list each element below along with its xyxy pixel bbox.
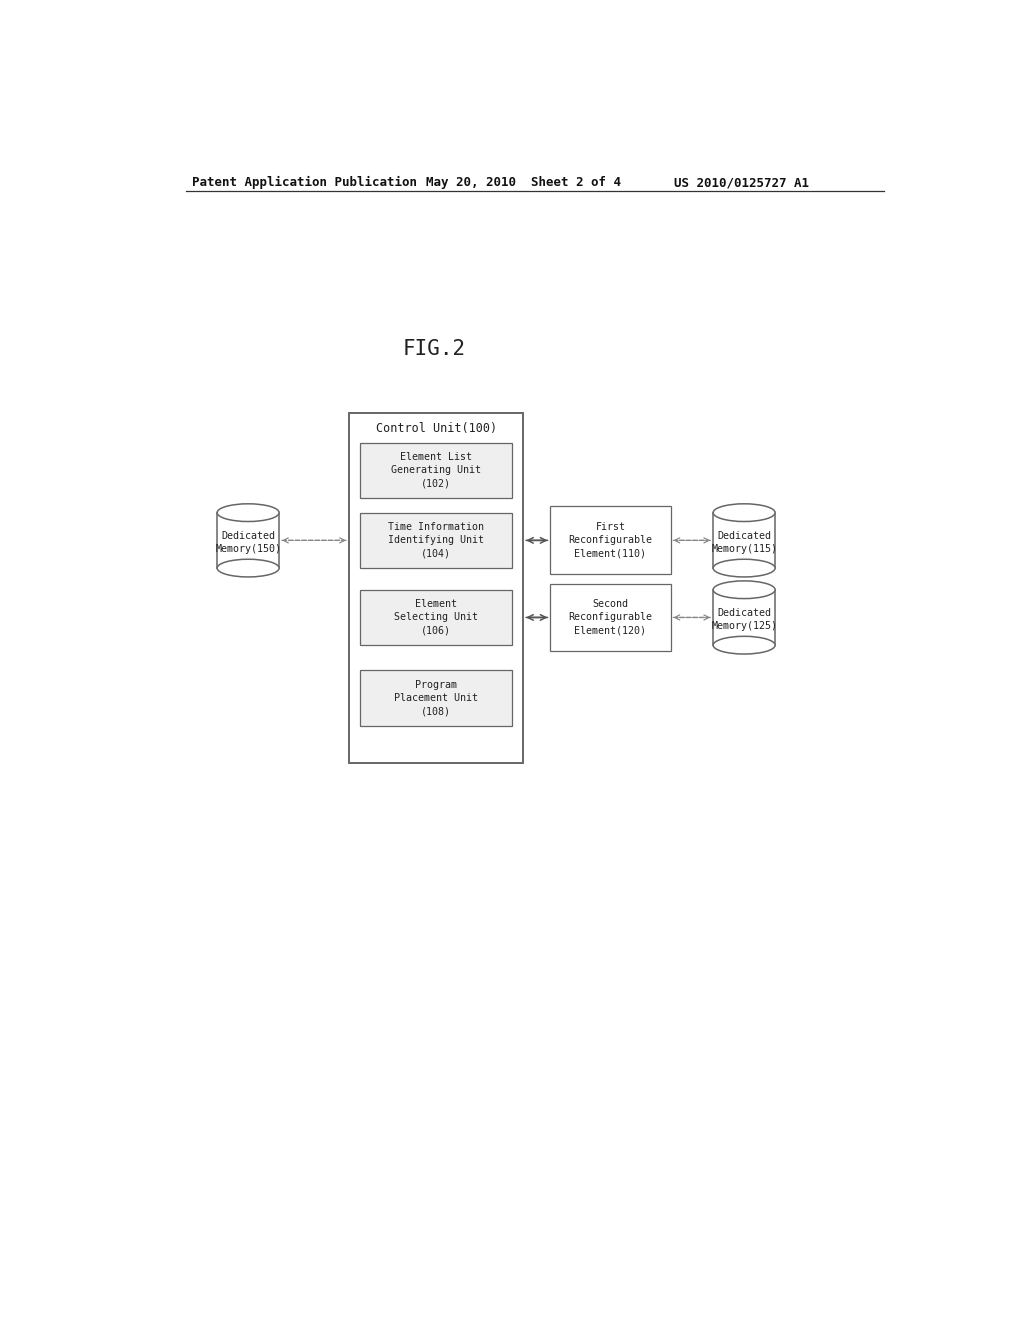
Text: FIG.2: FIG.2 [402, 339, 466, 359]
FancyBboxPatch shape [349, 413, 523, 763]
Bar [713, 590, 775, 645]
Ellipse shape [713, 581, 775, 598]
Bar [713, 512, 775, 568]
FancyBboxPatch shape [550, 507, 671, 574]
Text: US 2010/0125727 A1: US 2010/0125727 A1 [675, 176, 809, 189]
Text: Program
Placement Unit
(108): Program Placement Unit (108) [394, 680, 478, 717]
Text: Dedicated
Memory(125): Dedicated Memory(125) [711, 609, 777, 631]
Text: Element
Selecting Unit
(106): Element Selecting Unit (106) [394, 599, 478, 636]
Bar [217, 512, 280, 568]
FancyBboxPatch shape [359, 590, 512, 645]
FancyBboxPatch shape [359, 671, 512, 726]
Ellipse shape [217, 504, 280, 521]
Text: Control Unit(100): Control Unit(100) [376, 422, 497, 434]
FancyBboxPatch shape [359, 442, 512, 498]
Ellipse shape [217, 560, 280, 577]
Ellipse shape [713, 560, 775, 577]
Text: First
Reconfigurable
Element(110): First Reconfigurable Element(110) [568, 523, 652, 558]
Text: Element List
Generating Unit
(102): Element List Generating Unit (102) [391, 453, 481, 488]
Text: Time Information
Identifying Unit
(104): Time Information Identifying Unit (104) [388, 523, 484, 558]
Ellipse shape [713, 636, 775, 653]
Text: Dedicated
Memory(150): Dedicated Memory(150) [215, 531, 282, 554]
Text: Patent Application Publication: Patent Application Publication [191, 176, 417, 189]
Ellipse shape [713, 504, 775, 521]
FancyBboxPatch shape [359, 512, 512, 568]
Text: Second
Reconfigurable
Element(120): Second Reconfigurable Element(120) [568, 599, 652, 636]
Text: Dedicated
Memory(115): Dedicated Memory(115) [711, 531, 777, 554]
FancyBboxPatch shape [550, 583, 671, 651]
Text: May 20, 2010  Sheet 2 of 4: May 20, 2010 Sheet 2 of 4 [426, 176, 622, 189]
